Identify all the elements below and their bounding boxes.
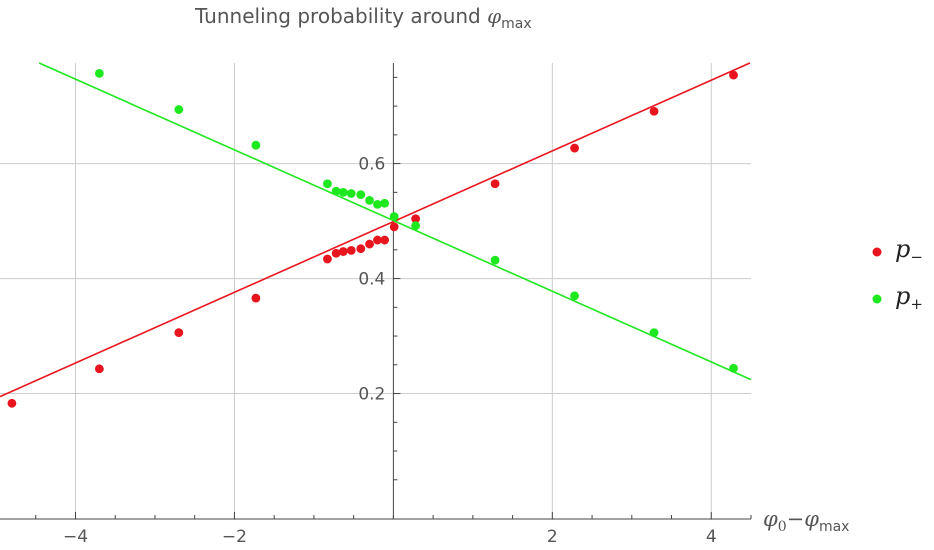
data-point-p-minus <box>380 235 390 245</box>
data-point-p-plus <box>570 291 579 301</box>
x-tick-label: −4 <box>63 527 88 547</box>
x-tick-label: 4 <box>706 527 717 547</box>
data-point-p-minus <box>346 245 356 255</box>
data-point-p-minus <box>729 70 738 80</box>
data-point-p-minus <box>389 222 399 232</box>
legend-label-p-plus-name: p <box>895 282 910 310</box>
data-point-p-plus <box>729 363 738 373</box>
chart-title-symbol-sub: max <box>501 16 532 32</box>
legend-label-p-plus-sub: + <box>910 295 923 313</box>
x-axis-label-sym1: φ <box>763 507 778 531</box>
fit-line-p-minus <box>0 62 751 398</box>
data-point-p-minus <box>331 248 341 258</box>
data-point-p-minus <box>7 398 17 408</box>
data-point-p-plus <box>338 187 348 197</box>
x-axis-label: φ0−φmax <box>763 507 849 535</box>
x-axis-label-sym2: φ <box>804 507 819 531</box>
legend-marker-p-minus <box>872 247 882 257</box>
data-point-p-minus <box>251 293 261 303</box>
data-point-p-plus <box>490 255 500 265</box>
x-axis-label-sub1: 0 <box>778 519 787 535</box>
legend-label-p-minus: p− <box>895 235 923 266</box>
data-point-p-minus <box>411 214 421 224</box>
data-point-p-minus <box>490 179 500 189</box>
fit-lines <box>0 62 752 398</box>
data-point-p-plus <box>94 68 104 78</box>
legend-marker-p-plus <box>872 294 882 304</box>
grid-lines <box>0 63 751 520</box>
data-point-p-plus <box>380 198 390 208</box>
legend-label-p-plus: p+ <box>895 282 923 313</box>
x-tick-label: −2 <box>222 527 247 547</box>
x-axis-label-op: − <box>787 507 805 531</box>
chart-title-symbol: φ <box>487 4 501 28</box>
data-point-p-plus <box>373 200 382 209</box>
data-point-p-minus <box>323 254 332 264</box>
x-tick-label: 2 <box>547 527 558 547</box>
chart-title-text: Tunneling probability around <box>194 4 487 28</box>
data-point-p-plus <box>346 189 356 198</box>
data-point-p-plus <box>331 186 341 196</box>
data-point-p-minus <box>356 244 366 254</box>
data-point-p-plus <box>251 140 261 150</box>
data-point-p-plus <box>356 190 366 200</box>
data-point-p-plus <box>365 195 374 205</box>
data-point-p-plus <box>389 212 399 221</box>
data-point-p-minus <box>570 143 579 153</box>
axes <box>0 63 752 520</box>
y-tick-label: 0.6 <box>358 155 385 175</box>
fit-line-p-plus <box>38 62 752 381</box>
data-points <box>7 68 738 408</box>
data-point-p-minus <box>174 328 184 338</box>
data-point-p-minus <box>365 239 374 249</box>
y-tick-label: 0.4 <box>358 270 385 290</box>
tick-labels: −4 −2 2 4 0.2 0.4 0.6 <box>63 155 717 547</box>
x-axis-label-sub2: max <box>819 519 850 535</box>
legend: p− p+ <box>872 235 923 313</box>
data-point-p-minus <box>94 364 104 374</box>
data-point-p-minus <box>649 106 659 116</box>
legend-label-p-minus-name: p <box>895 235 910 263</box>
legend-label-p-minus-sub: − <box>910 248 923 266</box>
data-point-p-plus <box>411 221 421 231</box>
data-point-p-plus <box>649 328 659 338</box>
y-tick-label: 0.2 <box>358 385 385 405</box>
data-point-p-minus <box>373 235 382 245</box>
data-point-p-plus <box>323 179 332 189</box>
data-point-p-minus <box>338 247 348 256</box>
chart-title: Tunneling probability around φmax <box>194 4 532 32</box>
data-point-p-plus <box>174 105 184 114</box>
